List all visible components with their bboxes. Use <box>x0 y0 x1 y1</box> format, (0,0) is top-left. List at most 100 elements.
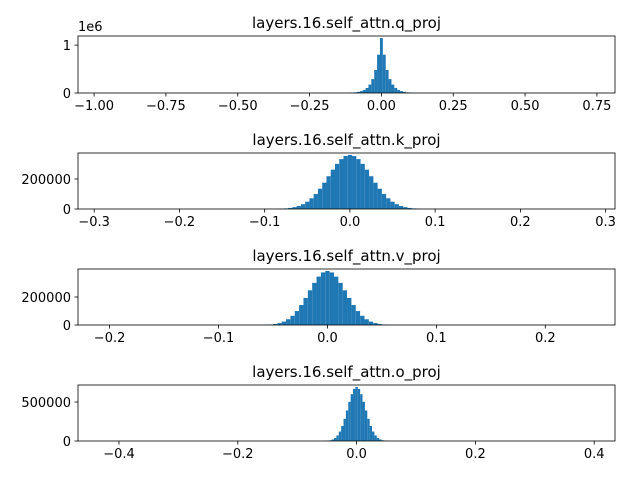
bar <box>342 290 348 325</box>
bar <box>313 193 318 209</box>
bar <box>343 156 348 209</box>
bar <box>300 204 306 209</box>
bar <box>329 272 334 325</box>
bar <box>397 89 401 93</box>
x-tick-label: 0.1 <box>425 215 446 230</box>
bar <box>277 323 282 325</box>
bar <box>292 207 297 209</box>
bar <box>377 188 382 209</box>
chart-title: layers.16.self_attn.q_proj <box>252 14 441 33</box>
bar <box>367 418 370 441</box>
x-tick-label: −0.2 <box>222 447 254 462</box>
x-tick-label: −0.4 <box>103 447 135 462</box>
bar <box>377 54 380 93</box>
bar <box>355 311 361 325</box>
x-tick-label: −0.25 <box>290 99 330 114</box>
bar <box>398 205 404 209</box>
bar <box>348 401 351 441</box>
bar <box>303 297 308 325</box>
bar <box>379 38 383 93</box>
bar <box>407 207 412 209</box>
bar <box>355 387 358 441</box>
x-tick-label: −0.1 <box>249 215 281 230</box>
chart-title: layers.16.self_attn.v_proj <box>252 247 440 266</box>
bar <box>345 410 349 441</box>
bar <box>352 156 357 209</box>
x-tick-label: 0.0 <box>317 331 338 346</box>
x-tick-label: −0.1 <box>203 331 235 346</box>
bar <box>362 401 365 441</box>
bar <box>334 437 337 441</box>
bar <box>368 321 374 325</box>
x-tick-label: 0.4 <box>584 447 605 462</box>
bar <box>364 319 369 325</box>
bar <box>369 176 374 209</box>
bar <box>394 87 398 93</box>
y-tick-label: 0 <box>63 87 71 102</box>
bar <box>377 323 382 325</box>
axes-frame <box>77 152 616 210</box>
bar <box>379 439 382 441</box>
y-tick-label: 500000 <box>21 396 71 411</box>
bar <box>373 182 378 209</box>
y-tick-label: 200000 <box>21 291 71 306</box>
y-tick-label: 0 <box>63 435 71 450</box>
bar <box>347 154 353 209</box>
bar <box>322 182 327 209</box>
bar <box>362 89 366 93</box>
bar <box>338 431 342 441</box>
bar <box>326 176 331 209</box>
bar <box>281 321 287 325</box>
bar <box>386 198 391 209</box>
bar <box>353 388 356 441</box>
bar <box>390 201 395 209</box>
x-tick-label: 0.2 <box>465 447 486 462</box>
bar <box>388 79 392 93</box>
bar <box>376 437 380 441</box>
bar <box>305 201 310 209</box>
bar <box>317 188 323 209</box>
x-tick-label: 0.0 <box>346 447 367 462</box>
bar <box>350 394 354 441</box>
bar <box>351 305 356 325</box>
bar <box>330 169 335 209</box>
bar <box>339 159 344 209</box>
y-tick-label: 200000 <box>21 173 71 188</box>
bar <box>391 84 395 93</box>
x-tick-label: −0.2 <box>164 215 196 230</box>
x-tick-label: 0.75 <box>582 99 611 114</box>
bar <box>286 319 291 325</box>
bar <box>385 70 389 93</box>
bar <box>294 311 300 325</box>
bar <box>403 207 408 209</box>
bar <box>356 91 360 93</box>
bar <box>360 163 365 209</box>
bar <box>365 87 369 93</box>
bar <box>360 315 365 325</box>
bar <box>382 54 386 93</box>
x-tick-label: −0.3 <box>78 215 110 230</box>
bar <box>288 207 293 209</box>
bar <box>334 163 340 209</box>
bar <box>341 425 344 441</box>
bar <box>364 410 368 441</box>
bar <box>402 91 406 93</box>
bar <box>307 290 313 325</box>
bar <box>333 276 339 325</box>
bar <box>296 205 301 209</box>
bar <box>364 169 370 209</box>
x-tick-label: 0.0 <box>340 215 361 230</box>
bar <box>290 315 295 325</box>
bar <box>356 159 361 209</box>
y-tick-label: 1 <box>63 39 71 54</box>
x-tick-label: −0.75 <box>146 99 186 114</box>
bar <box>394 204 399 209</box>
x-tick-label: −0.2 <box>94 331 126 346</box>
chart-title: layers.16.self_attn.o_proj <box>252 363 441 382</box>
y-offset-label: 1e6 <box>78 20 103 35</box>
x-tick-label: −0.50 <box>218 99 258 114</box>
bar <box>325 270 330 325</box>
bar <box>312 282 317 325</box>
bar <box>374 70 378 93</box>
